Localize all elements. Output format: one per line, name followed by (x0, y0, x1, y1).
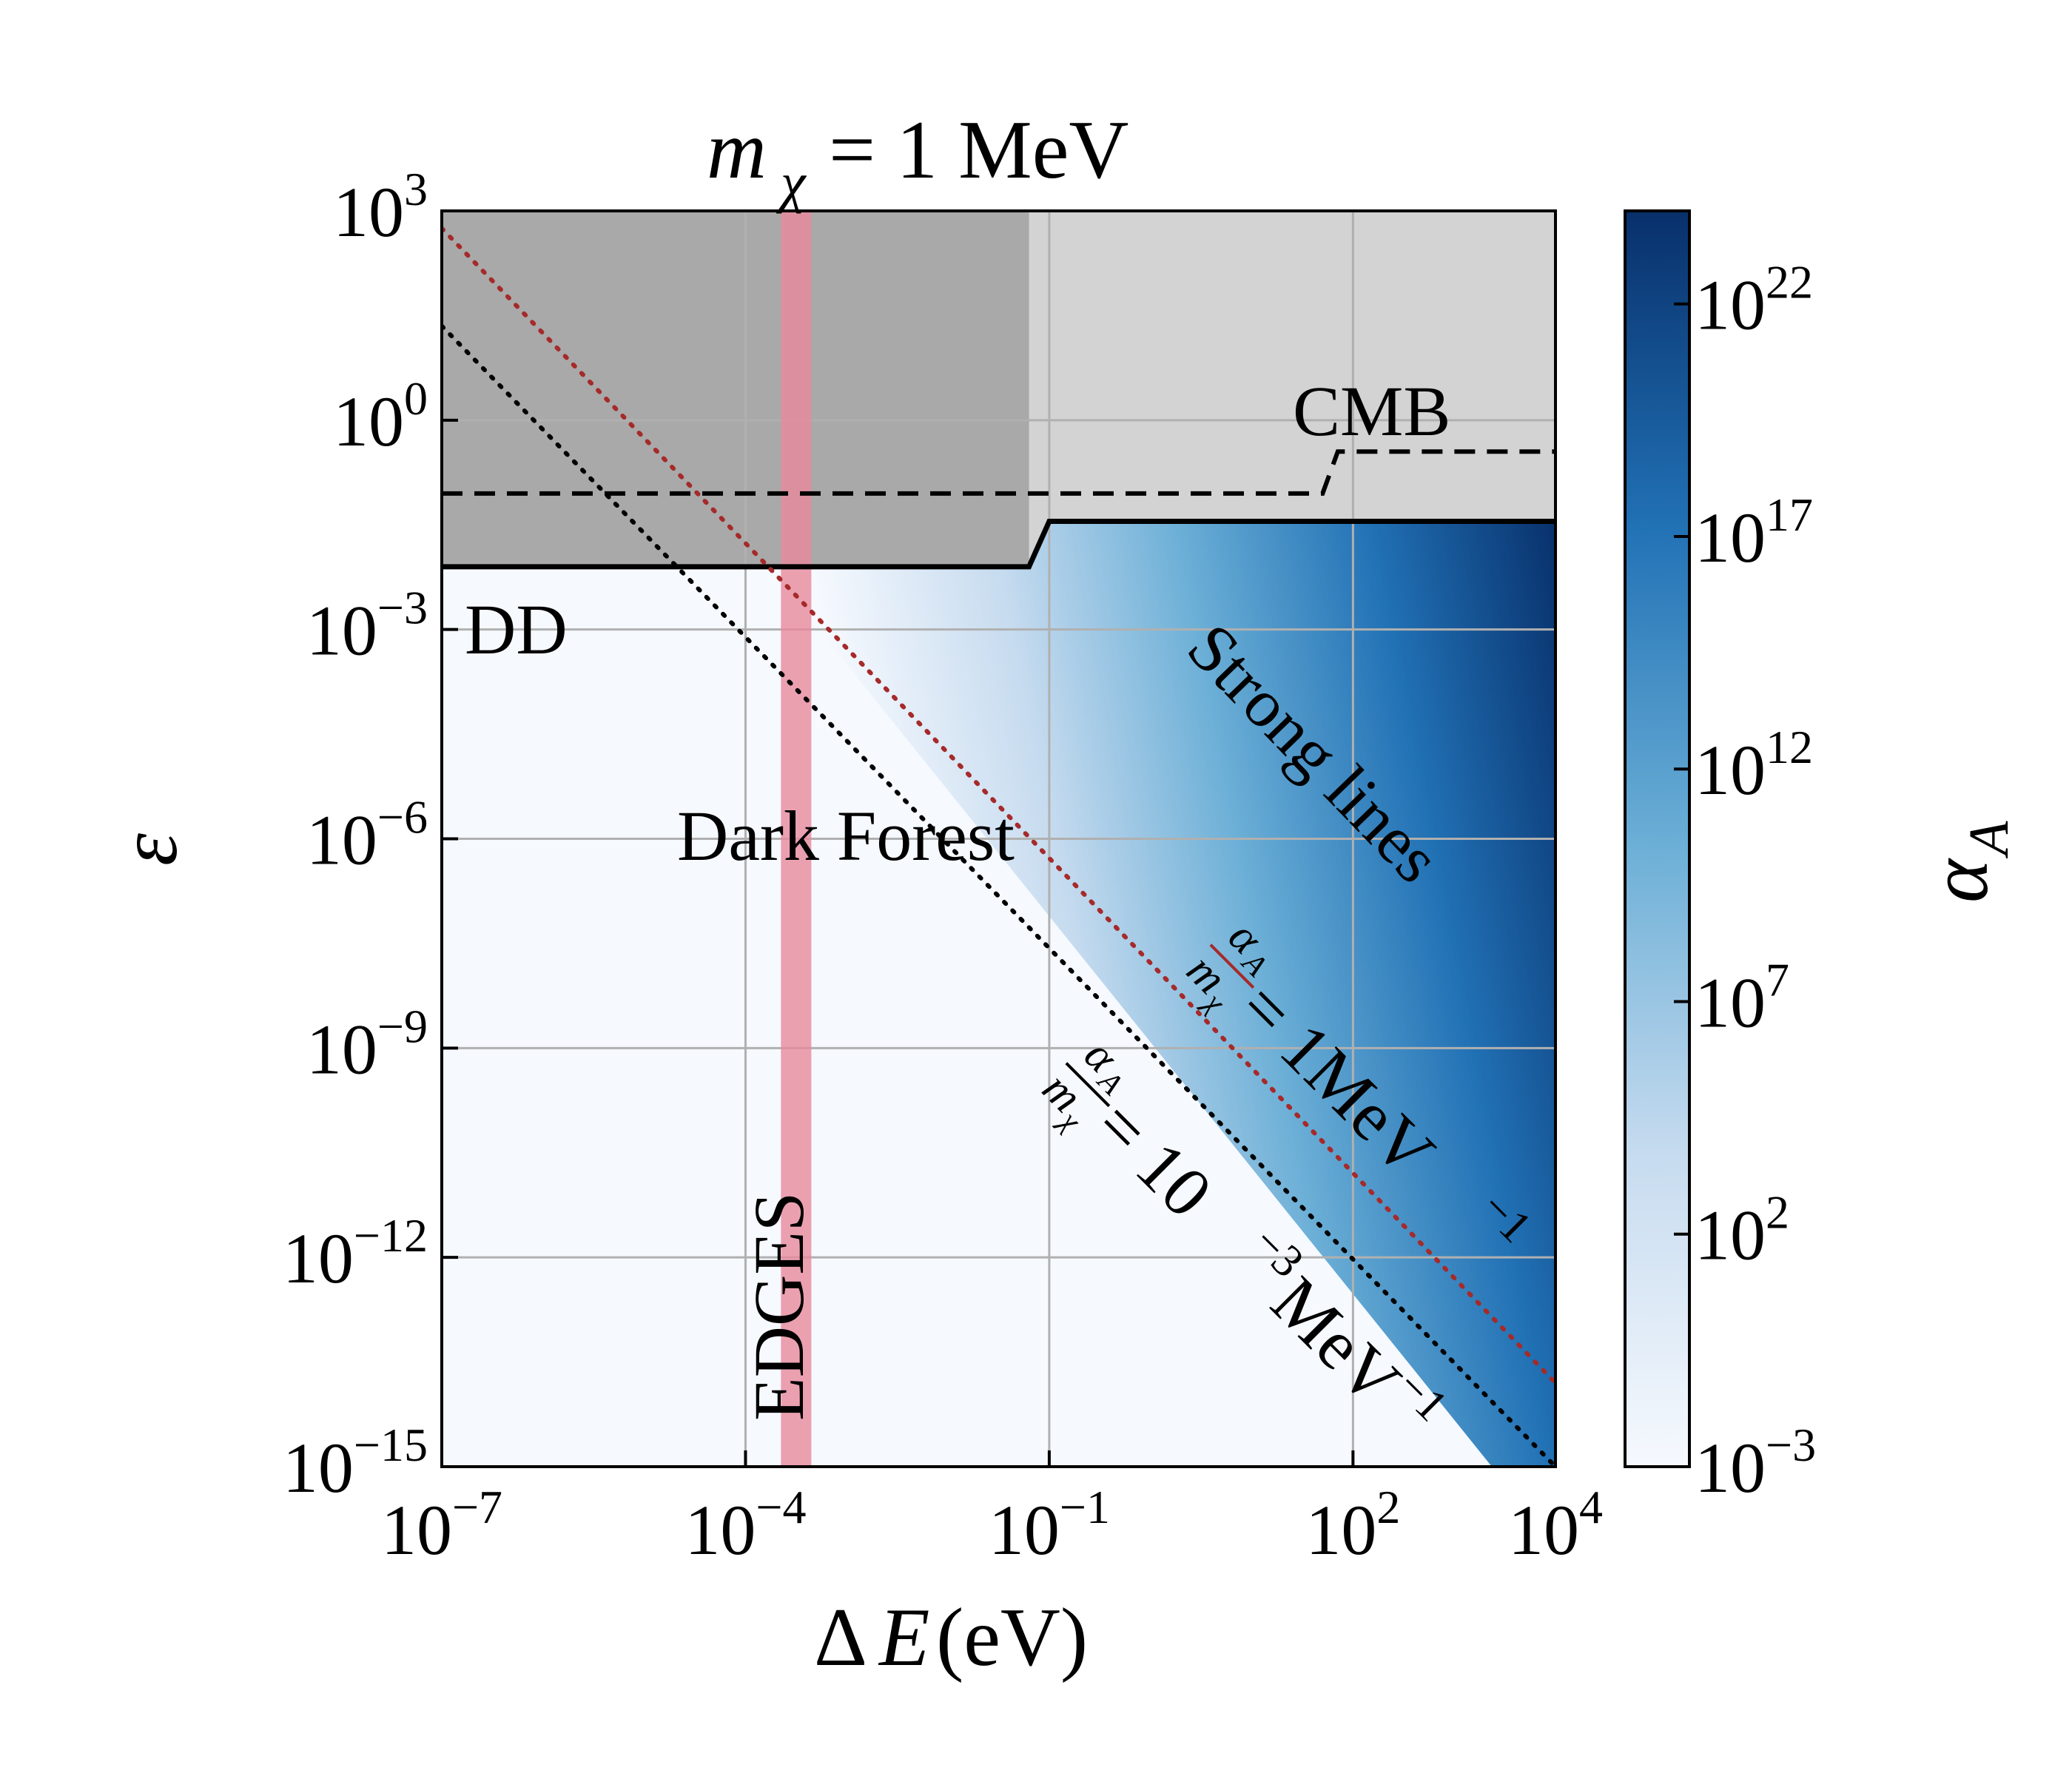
colorbar-label: α A (1914, 821, 2020, 903)
alpha-over-m-1-line (442, 226, 1555, 1385)
colorbar-label-sub: A (1958, 821, 2020, 859)
x-tick-label: 10−1 (989, 1481, 1110, 1570)
x-tick-label: 10−4 (684, 1481, 806, 1570)
xlabel-delta: Δ (814, 1592, 867, 1684)
colorbar (1624, 209, 1691, 1468)
y-tick-label: 100 (333, 372, 428, 461)
title-suffix: = 1 MeV (829, 104, 1128, 196)
y-tick-label: 10−3 (306, 582, 428, 670)
y-tick-label: 10−15 (283, 1419, 428, 1507)
dd-boundary-line (442, 519, 1555, 570)
dd-excluded-region (442, 211, 1029, 567)
colorbar-tick-label: 107 (1695, 953, 1789, 1042)
chart-title: m χ = 1 MeV (707, 104, 1128, 214)
alpha-over-m-1e-3-line (442, 323, 1555, 1467)
red-frac-bar (1209, 944, 1255, 989)
x-axis: 10−7 10−4 10−1 102 104 (381, 1450, 1603, 1570)
dd-label: DD (465, 590, 568, 669)
colorbar-axis: 1022 1017 1012 107 102 10−3 (1674, 256, 1816, 1507)
cmb-boundary-line (442, 449, 1555, 496)
edges-label: EDGES (739, 1192, 818, 1421)
colorbar-tick-label: 10−3 (1695, 1419, 1816, 1507)
grid (442, 211, 1555, 1467)
y-axis-label: ε (103, 832, 195, 866)
black-frac-bar (1065, 1062, 1111, 1108)
cmb-label: CMB (1293, 371, 1450, 451)
y-tick-label: 10−6 (306, 791, 428, 880)
colorbar-tick-label: 1022 (1695, 256, 1813, 345)
xlabel-unit: (eV) (936, 1592, 1088, 1684)
x-tick-label: 104 (1508, 1481, 1603, 1570)
title-sub: χ (776, 152, 807, 214)
colorbar-tick-label: 1012 (1695, 721, 1813, 810)
y-axis: 103 100 10−3 10−6 10−9 10−12 10−15 (283, 163, 458, 1507)
colorbar-tick-label: 102 (1695, 1186, 1789, 1275)
title-prefix: m (707, 104, 767, 196)
dark-forest-label: Dark Forest (677, 796, 1015, 875)
x-tick-label: 102 (1305, 1481, 1400, 1570)
xlabel-var: E (878, 1592, 929, 1684)
y-tick-label: 10−9 (306, 1000, 428, 1089)
colorbar-label-alpha: α (1914, 858, 2005, 903)
y-tick-label: 10−12 (283, 1209, 428, 1298)
colorbar-tick-label: 1017 (1695, 488, 1813, 577)
x-tick-label: 10−7 (381, 1481, 502, 1570)
y-tick-label: 103 (333, 163, 428, 252)
edges-band (781, 211, 812, 1467)
x-axis-label: Δ E (eV) (814, 1592, 1088, 1684)
